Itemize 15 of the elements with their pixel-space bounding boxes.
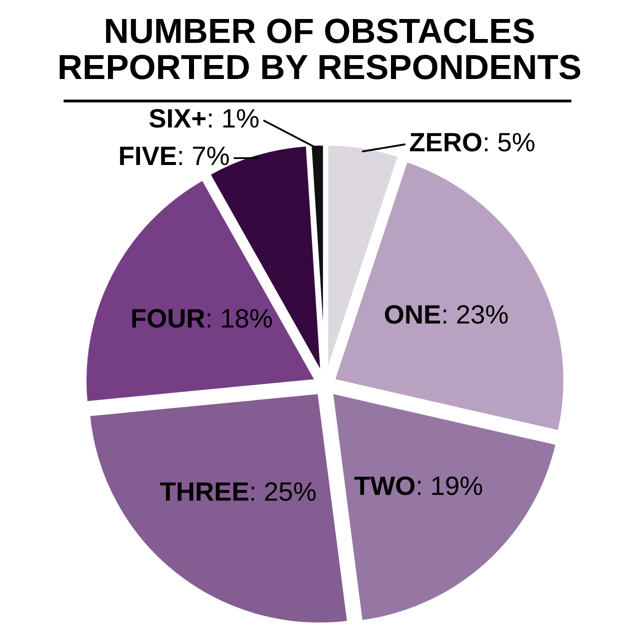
data-label: : 25% xyxy=(251,482,316,501)
data-label: : 23% xyxy=(444,305,508,324)
slice-label: FOUR xyxy=(132,309,205,328)
slice-label: ZERO xyxy=(410,132,482,152)
slice-label: TWO xyxy=(354,476,415,496)
slice-label: ONE xyxy=(384,305,440,324)
data-label: : 7% xyxy=(179,146,229,166)
data-label: : 1% xyxy=(209,109,259,128)
data-label: : 18% xyxy=(208,309,272,328)
slice-label: FIVE xyxy=(120,146,176,165)
slice-label: SIX+ xyxy=(149,109,206,128)
data-label: : 19% xyxy=(418,476,482,496)
chart-title: NUMBER OF OBSTACLES REPORTED BY RESPONDENTS xyxy=(60,18,580,80)
data-label: : 5% xyxy=(484,132,534,152)
slice-label: THREE xyxy=(160,482,248,501)
